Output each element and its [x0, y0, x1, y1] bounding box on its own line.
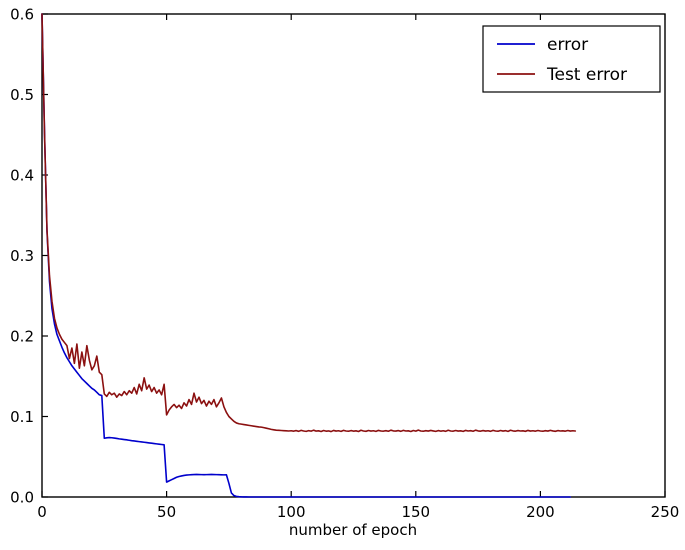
x-tick-label: 0 [37, 503, 47, 521]
x-tick-label: 250 [651, 503, 680, 521]
y-tick-label: 0.3 [10, 247, 34, 265]
y-tick-label: 0.2 [10, 328, 34, 346]
y-tick-label: 0.4 [10, 167, 34, 185]
x-tick-label: 150 [401, 503, 430, 521]
legend-label-test-error[interactable]: Test error [546, 65, 627, 85]
y-tick-label: 0.5 [10, 86, 34, 104]
y-tick-label: 0.0 [10, 489, 34, 507]
x-tick-label: 100 [277, 503, 306, 521]
y-axis-ticks: 0.0 0.1 0.2 0.3 0.4 0.5 0.6 [10, 6, 48, 507]
x-axis-title: number of epoch [289, 521, 417, 539]
x-tick-label: 200 [526, 503, 555, 521]
y-tick-label: 0.1 [10, 408, 34, 426]
series-line-error [41, 13, 572, 498]
data-series-group [41, 13, 577, 498]
legend-box[interactable] [482, 25, 661, 93]
y-tick-label: 0.6 [10, 6, 34, 24]
legend[interactable]: error Test error [482, 25, 661, 93]
legend-label-error[interactable]: error [547, 35, 588, 55]
series-line-test-error [41, 13, 577, 433]
x-tick-label: 50 [157, 503, 176, 521]
